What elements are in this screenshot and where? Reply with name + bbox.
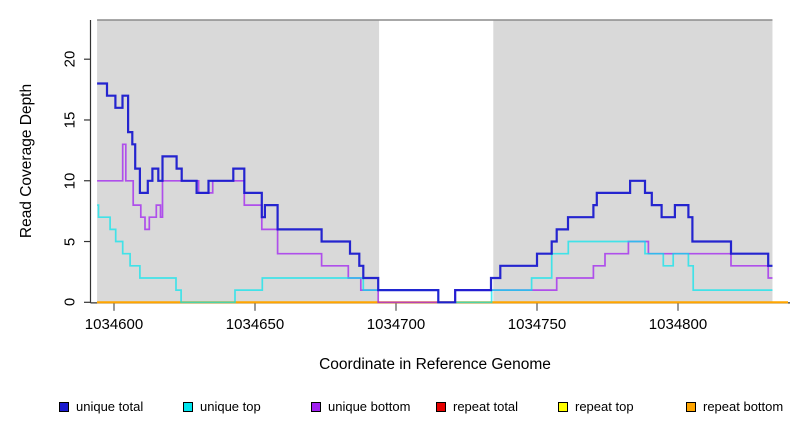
legend-label: repeat top: [575, 399, 634, 414]
y-tick-label: 15: [61, 111, 79, 129]
x-tick-label: 1034700: [366, 316, 426, 333]
legend-swatch-unique-bottom: [311, 401, 321, 412]
legend-swatch-unique-top: [183, 401, 193, 412]
legend-item-repeat-total: repeat total: [436, 399, 518, 414]
legend-item-unique-total: unique total: [59, 399, 143, 414]
legend-item-repeat-top: repeat top: [558, 399, 634, 414]
legend-swatch-repeat-bottom: [686, 401, 696, 412]
legend-label: repeat total: [453, 399, 519, 414]
legend-item-unique-top: unique top: [183, 399, 261, 414]
legend-item-repeat-bottom: repeat bottom: [686, 399, 783, 414]
highlight-band: [379, 20, 494, 303]
x-tick-label: 1034750: [507, 316, 567, 333]
series-line-unique-top: [97, 204, 773, 304]
x-axis-title: Coordinate in Reference Genome: [319, 356, 551, 373]
legend-label: unique total: [76, 399, 144, 414]
y-tick-label: 0: [61, 298, 79, 307]
legend-label: unique top: [200, 399, 261, 414]
legend-item-unique-bottom: unique bottom: [311, 399, 410, 414]
legend-swatch-repeat-total: [436, 401, 446, 412]
y-tick-label: 10: [61, 172, 79, 190]
y-tick-label: 20: [61, 50, 79, 68]
x-tick-label: 1034650: [225, 316, 285, 333]
y-axis-title: Read Coverage Depth: [18, 83, 35, 239]
legend-label: repeat bottom: [703, 399, 784, 414]
legend-swatch-repeat-top: [558, 401, 568, 412]
x-tick-label: 1034600: [84, 316, 144, 333]
series-line-unique-bottom: [97, 143, 773, 304]
legend-label: unique bottom: [328, 399, 411, 414]
y-tick-label: 5: [61, 237, 79, 246]
x-tick-label: 1034800: [648, 316, 708, 333]
series-line-unique-total: [97, 82, 773, 304]
legend-swatch-unique-total: [59, 401, 69, 412]
